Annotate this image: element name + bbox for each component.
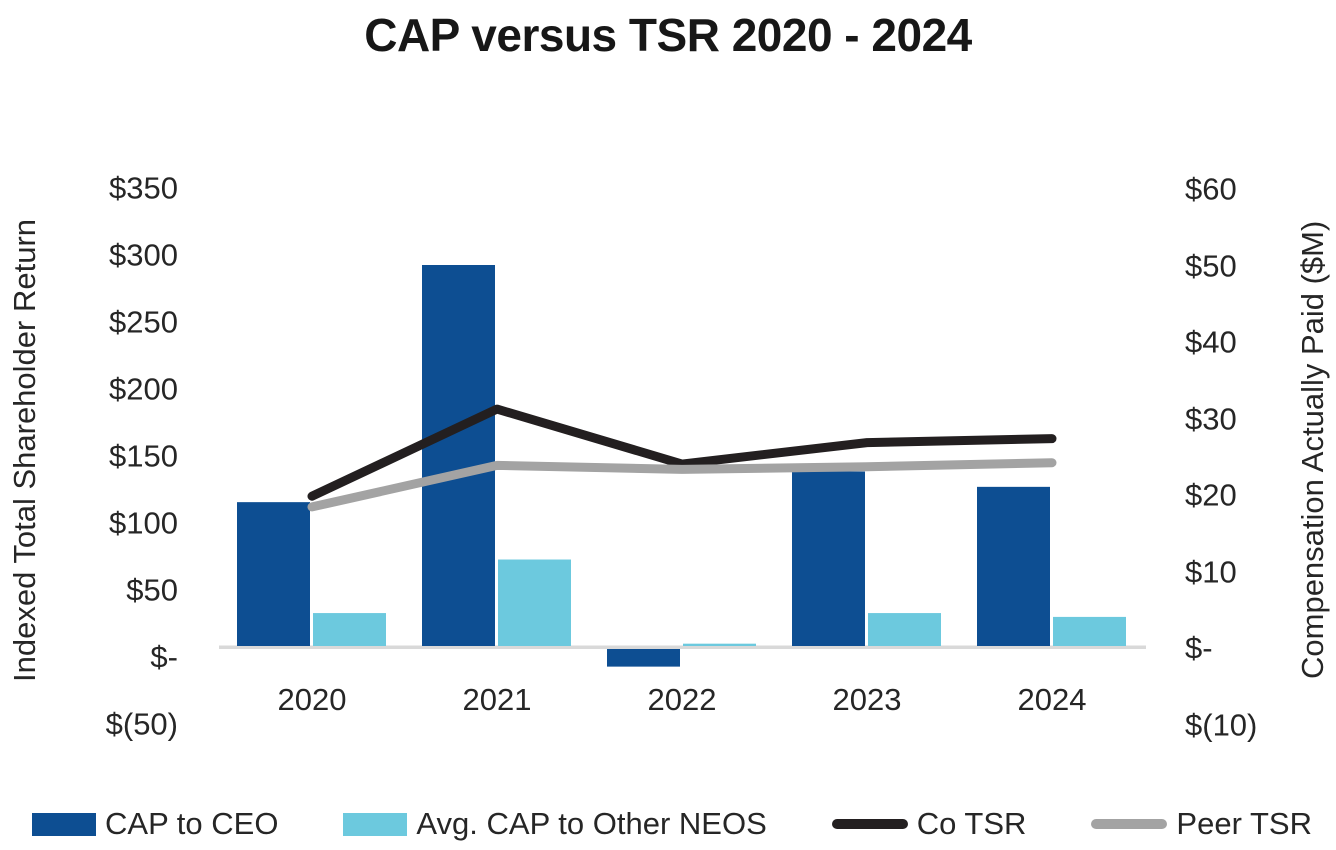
x-label-2023: 2023: [832, 682, 902, 717]
legend-item-cap-to-ceo: CAP to CEO: [32, 806, 278, 842]
bar-cap-to-ceo-2022: [607, 649, 680, 667]
legend-item-peer-tsr: Peer TSR: [1091, 806, 1312, 842]
right-tick-6: $-: [1185, 630, 1213, 666]
bar-avg-cap-to-other-neos-2024: [1053, 616, 1126, 646]
right-tick-2: $40: [1185, 324, 1237, 360]
left-tick-2: $250: [109, 304, 178, 340]
legend-swatch-peer-tsr: [1091, 819, 1168, 829]
left-tick-3: $200: [109, 371, 178, 407]
legend-item-co-tsr: Co TSR: [831, 806, 1027, 842]
left-tick-7: $-: [150, 639, 178, 675]
legend-label-co-tsr: Co TSR: [916, 806, 1027, 841]
right-tick-4: $20: [1185, 477, 1237, 513]
legend-swatch-co-tsr: [831, 819, 908, 829]
left-tick-4: $150: [109, 438, 178, 474]
line-peer-tsr: [307, 458, 1057, 512]
x-label-2020: 2020: [277, 682, 347, 717]
right-tick-1: $50: [1185, 248, 1237, 283]
bar-avg-cap-to-other-neos-2023: [868, 613, 941, 646]
category-axis-line: [219, 645, 1146, 649]
x-label-2024: 2024: [1017, 682, 1087, 717]
x-label-2021: 2021: [462, 682, 532, 717]
left-tick-6: $50: [126, 572, 178, 608]
right-tick-0: $60: [1185, 171, 1237, 207]
legend: CAP to CEO Avg. CAP to Other NEOS Co TSR Pe…: [32, 800, 1312, 848]
legend-item-avg-cap-to-other-neos: Avg. CAP to Other NEOS: [343, 806, 767, 842]
bar-cap-to-ceo-2020: [237, 502, 310, 646]
right-tick-5: $10: [1185, 554, 1237, 589]
right-tick-3: $30: [1185, 401, 1237, 436]
bar-avg-cap-to-other-neos-2021: [498, 559, 571, 646]
bar-avg-cap-to-other-neos-2020: [313, 613, 386, 646]
left-tick-8: $(50): [105, 706, 178, 742]
bar-cap-to-ceo-2023: [792, 471, 865, 646]
legend-swatch-avg-cap-to-other-neos: [343, 812, 408, 836]
legend-label-avg-cap-to-other-neos: Avg. CAP to Other NEOS: [416, 806, 767, 841]
left-tick-5: $100: [109, 505, 178, 541]
left-tick-0: $350: [109, 170, 178, 206]
right-tick-7: $(10): [1185, 707, 1258, 742]
line-co-tsr: [307, 404, 1057, 501]
bar-cap-to-ceo-2021: [422, 265, 495, 646]
legend-label-peer-tsr: Peer TSR: [1176, 806, 1312, 841]
bar-cap-to-ceo-2024: [977, 486, 1050, 646]
legend-label-cap-to-ceo: CAP to CEO: [105, 806, 279, 841]
x-label-2022: 2022: [647, 682, 717, 717]
bar-avg-cap-to-other-neos-2022: [683, 643, 756, 646]
chart-title: CAP versus TSR 2020 - 2024: [364, 9, 972, 61]
legend-swatch-cap-to-ceo: [32, 812, 96, 836]
left-tick-1: $300: [109, 237, 178, 273]
